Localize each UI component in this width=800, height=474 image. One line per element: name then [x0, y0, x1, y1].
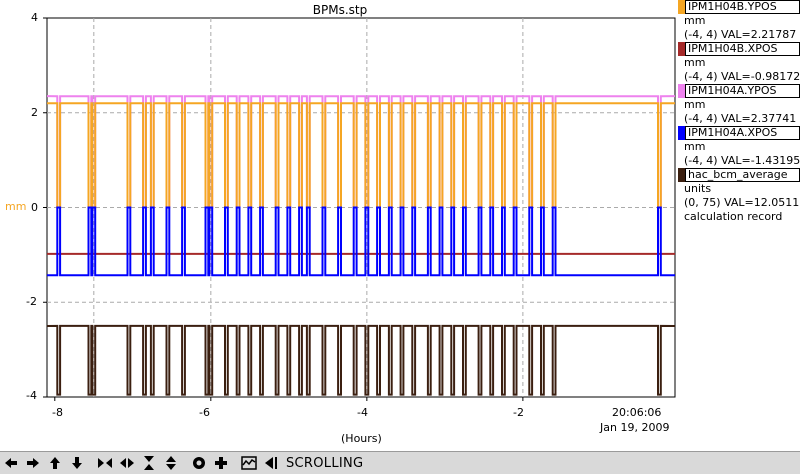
arrow-left-icon[interactable] — [0, 453, 22, 473]
current-date: Jan 19, 2009 — [600, 421, 669, 434]
legend-info: (-4, 4) VAL=2.21787 — [678, 28, 800, 42]
x-tick-neg2: -2 — [513, 406, 524, 419]
legend-info: (-4, 4) VAL=-0.98172 — [678, 70, 800, 84]
legend-swatch — [678, 84, 685, 98]
legend-info: (-4, 4) VAL=2.37741 — [678, 112, 800, 126]
scrolling-status: SCROLLING — [286, 456, 363, 471]
legend-name: IPM1H04A.YPOS — [685, 84, 800, 98]
legend-units: mm — [678, 98, 800, 112]
legend-swatch — [678, 42, 685, 56]
arrow-down-icon[interactable] — [66, 453, 88, 473]
legend-units: mm — [678, 140, 800, 154]
legend-swatch — [678, 168, 685, 182]
current-time: 20:06:06 — [612, 406, 661, 419]
toolbar: SCROLLING — [0, 451, 800, 474]
legend-units: mm — [678, 56, 800, 70]
arrow-up-icon[interactable] — [44, 453, 66, 473]
chart-title: BPMs.stp — [0, 3, 680, 17]
legend-name: IPM1H04B.YPOS — [685, 0, 800, 14]
zoom-in-y-icon[interactable] — [138, 453, 160, 473]
legend-units: mm — [678, 14, 800, 28]
legend-entry-ipm1h04b-xpos[interactable]: IPM1H04B.XPOS mm (-4, 4) VAL=-0.98172 — [678, 42, 800, 84]
y-tick-2: 2 — [31, 106, 38, 119]
legend-name: IPM1H04A.XPOS — [685, 126, 800, 140]
y-tick-4: 4 — [31, 11, 38, 24]
y-tick-0: 0 — [31, 201, 38, 214]
x-tick-neg4: -4 — [357, 406, 368, 419]
legend-name: IPM1H04B.XPOS — [685, 42, 800, 56]
x-tick-neg8: -8 — [52, 406, 63, 419]
legend-info: (-4, 4) VAL=-1.43195 — [678, 154, 800, 168]
legend-entry-hac-bcm-average[interactable]: hac_bcm_average units (0, 75) VAL=12.051… — [678, 168, 800, 224]
legend-entry-ipm1h04a-xpos[interactable]: IPM1H04A.XPOS mm (-4, 4) VAL=-1.43195 — [678, 126, 800, 168]
y-tick-neg2: -2 — [26, 295, 37, 308]
auto-scale-icon[interactable] — [238, 453, 260, 473]
legend-swatch — [678, 0, 685, 14]
y-tick-neg4: -4 — [26, 389, 37, 402]
legend-entry-ipm1h04b-ypos[interactable]: IPM1H04B.YPOS mm (-4, 4) VAL=2.21787 — [678, 0, 800, 42]
x-tick-neg6: -6 — [199, 406, 210, 419]
legend-panel: IPM1H04B.YPOS mm (-4, 4) VAL=2.21787 IPM… — [678, 0, 800, 224]
zoom-out-y-icon[interactable] — [160, 453, 182, 473]
legend-extra: calculation record — [678, 210, 800, 224]
arrow-right-icon[interactable] — [22, 453, 44, 473]
zoom-out-x-icon[interactable] — [116, 453, 138, 473]
zoom-in-x-icon[interactable] — [94, 453, 116, 473]
legend-info: (0, 75) VAL=12.0511 — [678, 196, 800, 210]
y-axis-label: mm — [5, 200, 26, 213]
legend-swatch — [678, 126, 685, 140]
legend-units: units — [678, 182, 800, 196]
x-axis-label: (Hours) — [341, 432, 382, 445]
config-icon[interactable] — [188, 453, 210, 473]
legend-entry-ipm1h04a-ypos[interactable]: IPM1H04A.YPOS mm (-4, 4) VAL=2.37741 — [678, 84, 800, 126]
legend-name: hac_bcm_average — [685, 168, 800, 182]
scroll-mode-icon[interactable] — [260, 453, 282, 473]
add-icon[interactable] — [210, 453, 232, 473]
